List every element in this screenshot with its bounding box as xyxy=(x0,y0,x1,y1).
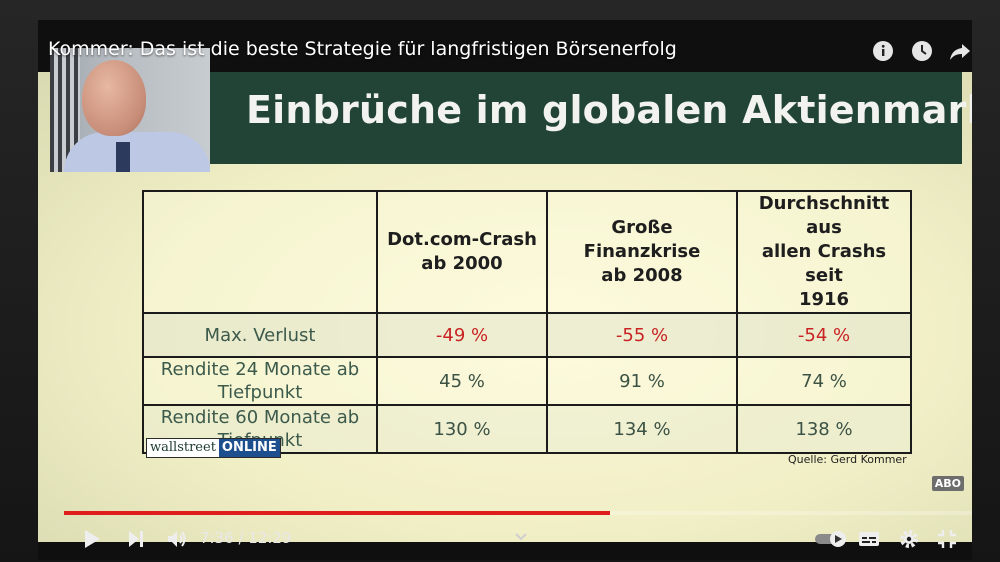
presenter-face xyxy=(82,60,146,136)
progress-played xyxy=(64,511,610,515)
table-cell: -49 % xyxy=(376,312,548,358)
volume-icon[interactable] xyxy=(166,528,188,550)
webcam-overlay xyxy=(50,48,210,172)
table-header-row: Dot.com-Crash ab 2000 Große Finanzkrise … xyxy=(142,190,912,314)
slide-header: Einbrüche im globalen Aktienmarkt xyxy=(210,72,972,164)
table-header-empty xyxy=(142,190,378,314)
info-icon[interactable] xyxy=(872,40,894,62)
autoplay-toggle[interactable] xyxy=(814,530,848,548)
slide-title: Einbrüche im globalen Aktienmarkt xyxy=(246,88,972,132)
subtitles-icon[interactable] xyxy=(858,528,880,550)
settings-icon[interactable] xyxy=(898,528,920,550)
next-icon[interactable] xyxy=(126,528,146,550)
logo-text-wallstreet: wallstreet xyxy=(147,439,219,457)
subscribe-badge[interactable]: ABO xyxy=(931,476,964,491)
row-label: Rendite 24 Monate ab Tiefpunkt xyxy=(142,356,378,406)
table-cell: -55 % xyxy=(546,312,738,358)
crash-table: Dot.com-Crash ab 2000 Große Finanzkrise … xyxy=(142,190,912,454)
table-cell: 130 % xyxy=(376,404,548,454)
exit-fullscreen-icon[interactable] xyxy=(936,528,958,550)
logo-text-online: ONLINE xyxy=(218,439,280,457)
time-separator: / xyxy=(233,529,249,547)
table-cell: 138 % xyxy=(736,404,912,454)
table-row: Rendite 24 Monate ab Tiefpunkt 45 % 91 %… xyxy=(142,356,912,406)
time-display: 7:36 / 12:29 xyxy=(200,529,292,547)
table-header: Dot.com-Crash ab 2000 xyxy=(376,190,548,314)
table-cell: 134 % xyxy=(546,404,738,454)
table-header: Durchschnitt aus allen Crashs seit 1916 xyxy=(736,190,912,314)
video-title[interactable]: Kommer: Das ist die beste Strategie für … xyxy=(48,38,677,60)
time-current: 7:36 xyxy=(200,529,234,547)
progress-bar[interactable] xyxy=(64,511,972,515)
source-note: Quelle: Gerd Kommer xyxy=(788,453,907,466)
player-controls: 7:36 / 12:29 xyxy=(38,526,972,556)
share-icon[interactable] xyxy=(949,40,971,62)
wallstreet-online-logo: wallstreet ONLINE xyxy=(146,438,281,458)
clock-icon[interactable] xyxy=(911,40,933,62)
table-header: Große Finanzkrise ab 2008 xyxy=(546,190,738,314)
table-row: Max. Verlust -49 % -55 % -54 % xyxy=(142,312,912,358)
table-cell: 74 % xyxy=(736,356,912,406)
presentation-slide: Einbrüche im globalen Aktienmarkt Dot.co… xyxy=(38,72,972,542)
video-player[interactable]: Einbrüche im globalen Aktienmarkt Dot.co… xyxy=(38,20,972,560)
table-cell: 91 % xyxy=(546,356,738,406)
table-cell: -54 % xyxy=(736,312,912,358)
time-total: 12:29 xyxy=(248,529,292,547)
row-label: Max. Verlust xyxy=(142,312,378,358)
table-cell: 45 % xyxy=(376,356,548,406)
play-icon[interactable] xyxy=(82,528,102,550)
chevron-down-icon[interactable] xyxy=(514,532,528,542)
